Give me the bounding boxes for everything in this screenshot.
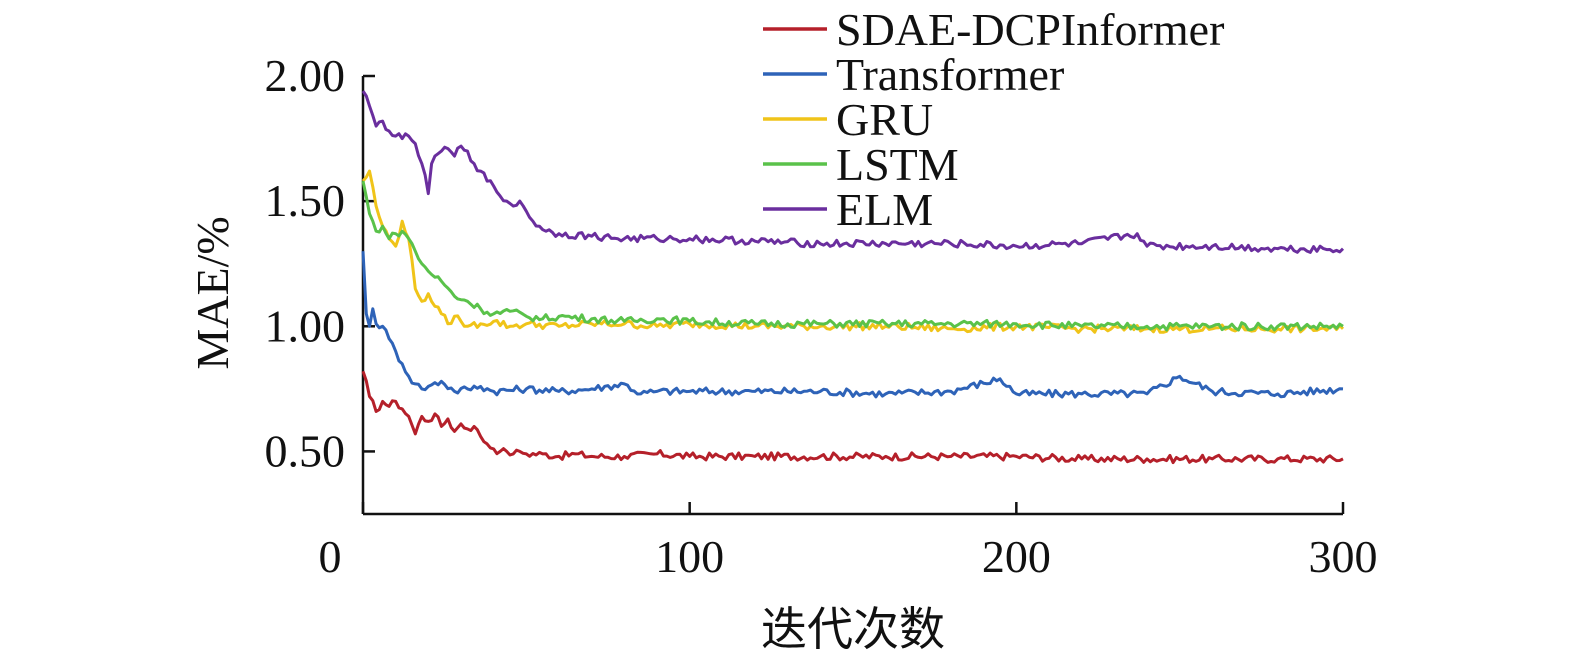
legend-label: SDAE-DCPInformer <box>836 4 1224 55</box>
series-line-elm <box>361 90 1345 254</box>
series-line-transformer <box>361 251 1344 399</box>
series-line-lstm <box>361 180 1344 332</box>
y-tick-label: 1.00 <box>265 300 346 351</box>
x-tick-label: 200 <box>982 531 1051 582</box>
y-axis-title: MAE/% <box>187 216 238 369</box>
legend-label: GRU <box>836 94 933 145</box>
plot-area: 0.50 1.00 1.50 2.00 0 100 200 300 <box>265 50 1378 582</box>
y-tick-label: 1.50 <box>265 175 346 226</box>
y-tick-label: 2.00 <box>265 50 346 101</box>
x-tick-label: 100 <box>655 531 724 582</box>
legend-label: LSTM <box>836 139 959 190</box>
series-line-sdae-dcpinformer <box>361 370 1344 465</box>
y-tick-label: 0.50 <box>265 425 346 476</box>
x-axis-title: 迭代次数 <box>761 604 945 655</box>
legend-label: ELM <box>836 184 933 235</box>
x-tick-label: 300 <box>1309 531 1378 582</box>
x-tick-label: 0 <box>319 531 342 582</box>
legend-label: Transformer <box>836 49 1064 100</box>
